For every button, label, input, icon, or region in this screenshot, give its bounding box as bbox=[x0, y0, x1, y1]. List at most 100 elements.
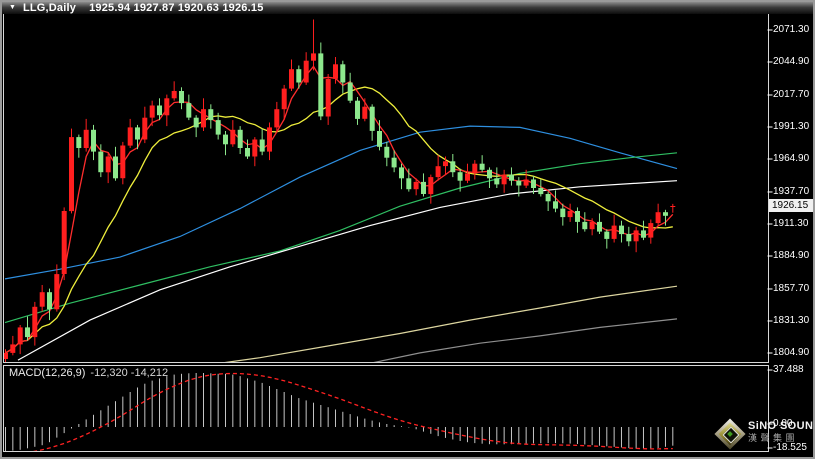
candle bbox=[83, 118, 89, 152]
candle bbox=[670, 203, 676, 213]
candle bbox=[164, 94, 170, 127]
candle bbox=[509, 167, 514, 186]
candle bbox=[208, 104, 214, 129]
candle bbox=[25, 316, 30, 341]
symbol-period-label: LLG,Daily bbox=[22, 2, 77, 14]
candle bbox=[157, 98, 162, 121]
candle bbox=[69, 128, 74, 214]
price-axis-label: 1964.90 bbox=[773, 153, 810, 164]
candle bbox=[443, 156, 448, 175]
candle bbox=[32, 301, 38, 346]
candle bbox=[120, 141, 126, 185]
candle bbox=[340, 60, 346, 94]
candle bbox=[399, 163, 404, 190]
candle bbox=[435, 155, 441, 181]
candle bbox=[303, 52, 309, 85]
candle bbox=[501, 169, 507, 193]
candle bbox=[531, 175, 536, 194]
candle bbox=[47, 288, 52, 321]
candle bbox=[230, 120, 236, 147]
ma-blue bbox=[4, 125, 678, 280]
candle bbox=[362, 98, 368, 122]
ma-white bbox=[17, 180, 678, 361]
candle bbox=[39, 285, 45, 312]
candle bbox=[91, 124, 96, 161]
candle bbox=[259, 128, 265, 156]
candle bbox=[201, 98, 206, 131]
candle bbox=[516, 177, 522, 197]
ma-green bbox=[4, 152, 678, 324]
ma-tan bbox=[224, 285, 678, 362]
candle bbox=[648, 219, 654, 244]
macd-plot-area[interactable] bbox=[5, 372, 674, 456]
candle bbox=[472, 160, 478, 180]
watermark: SiNO SOUND 漢聲集團 bbox=[711, 417, 815, 453]
ohlc-quote-values: 1925.94 1927.87 1920.63 1926.15 bbox=[89, 2, 264, 14]
macd-axis-label: -18.525 bbox=[773, 442, 807, 453]
watermark-brand-text: SiNO SOUND bbox=[748, 420, 815, 432]
candle bbox=[318, 42, 324, 121]
candle bbox=[142, 106, 148, 144]
candle bbox=[465, 163, 470, 184]
ma-gray bbox=[373, 318, 678, 362]
candle bbox=[237, 126, 243, 154]
candle bbox=[17, 325, 23, 355]
candle bbox=[267, 122, 272, 161]
price-axis-label: 2044.90 bbox=[773, 56, 810, 67]
symbol-dropdown-icon[interactable]: ▼ bbox=[9, 4, 16, 11]
candle bbox=[619, 220, 624, 243]
macd-signal-line bbox=[33, 372, 673, 451]
main-panel-frame bbox=[3, 13, 769, 363]
candle bbox=[76, 134, 82, 158]
candle bbox=[553, 190, 558, 213]
candle bbox=[391, 150, 397, 173]
macd-axis-label: 0.00 bbox=[773, 418, 793, 429]
candle bbox=[421, 173, 426, 197]
candle bbox=[4, 349, 8, 362]
candle bbox=[589, 218, 595, 236]
candle bbox=[641, 220, 646, 241]
candle bbox=[179, 87, 184, 110]
candle bbox=[479, 155, 485, 173]
price-axis-label: 2071.30 bbox=[773, 24, 810, 35]
ma-fast-red bbox=[5, 65, 674, 354]
candle bbox=[567, 203, 573, 222]
candle bbox=[604, 229, 610, 249]
macd-panel-frame bbox=[3, 365, 769, 452]
candle bbox=[135, 124, 140, 150]
candle bbox=[105, 152, 111, 184]
watermark-cjk-text: 漢聲集團 bbox=[748, 433, 799, 443]
macd-name: MACD(12,26,9) bbox=[9, 367, 86, 379]
candle bbox=[538, 179, 544, 197]
price-axis-label: 1857.70 bbox=[773, 282, 810, 294]
candle bbox=[626, 226, 632, 247]
candle bbox=[450, 154, 456, 178]
ma-mid-yellow bbox=[5, 86, 673, 354]
candle bbox=[171, 81, 177, 101]
candle bbox=[487, 167, 492, 188]
candle bbox=[296, 65, 302, 89]
candle bbox=[61, 207, 67, 281]
candle bbox=[98, 144, 104, 178]
candle bbox=[355, 97, 360, 125]
current-price-badge: 1926.15 bbox=[769, 199, 815, 213]
macd-axis-label: 37.488 bbox=[773, 364, 804, 376]
candle bbox=[377, 120, 382, 151]
candle bbox=[149, 100, 155, 127]
price-axis-label: 1937.70 bbox=[773, 185, 810, 197]
main-plot-area[interactable] bbox=[3, 19, 678, 368]
candle bbox=[193, 115, 199, 138]
candle bbox=[333, 57, 338, 84]
price-axis-label: 1831.30 bbox=[773, 314, 810, 326]
candle bbox=[384, 141, 390, 167]
candle bbox=[413, 178, 419, 196]
candle bbox=[428, 174, 434, 204]
price-axis-label: 1804.90 bbox=[773, 346, 810, 358]
candle bbox=[54, 264, 60, 312]
candle bbox=[655, 203, 661, 226]
candle bbox=[325, 74, 331, 125]
candle bbox=[575, 207, 580, 233]
macd-indicator-label: MACD(12,26,9) -12,320 -14,212 bbox=[9, 367, 168, 379]
candle bbox=[663, 209, 668, 226]
